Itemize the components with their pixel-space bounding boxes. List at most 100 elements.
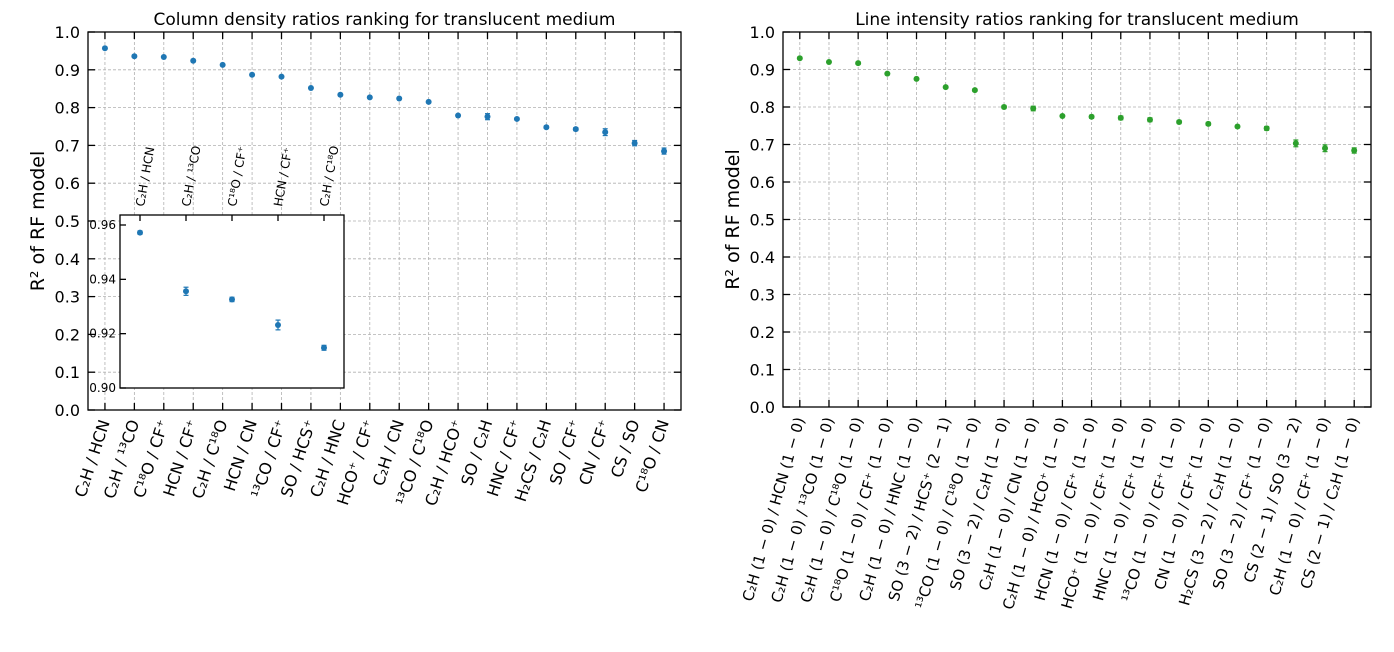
- data-point: [1176, 119, 1183, 125]
- data-point: [131, 53, 138, 60]
- y-tick-label: 0.7: [750, 136, 775, 155]
- data-point-group: [942, 84, 949, 91]
- inset-y-tick-label: 0.94: [89, 272, 116, 286]
- data-point-group: [971, 87, 978, 94]
- data-point-group: [855, 60, 862, 67]
- data-point: [913, 75, 920, 82]
- data-point: [513, 115, 520, 122]
- y-axis-label: R² of RF model: [27, 151, 49, 292]
- data-point: [337, 91, 344, 98]
- data-point: [796, 55, 803, 62]
- data-point: [543, 124, 550, 131]
- data-point-group: [1176, 119, 1183, 125]
- inset-x-tick-label: C₂H / ¹³CO: [179, 145, 203, 208]
- y-tick-label: 0.0: [55, 401, 80, 420]
- y-tick-label: 0.6: [750, 173, 775, 192]
- data-point: [275, 321, 281, 328]
- data-point: [602, 129, 609, 136]
- data-point: [425, 98, 432, 105]
- y-tick-label: 0.8: [55, 99, 80, 118]
- chart-title: Column density ratios ranking for transl…: [154, 10, 616, 30]
- data-point-group: [631, 139, 638, 147]
- data-point: [661, 148, 668, 155]
- data-point-group: [1205, 120, 1212, 127]
- y-tick-label: 0.7: [55, 136, 80, 155]
- chart-title: Line intensity ratios ranking for transl…: [855, 10, 1299, 30]
- y-tick-label: 0.1: [55, 363, 80, 382]
- y-tick-label: 0.8: [750, 98, 775, 117]
- y-tick-label: 0.9: [750, 61, 775, 80]
- data-point-group: [1001, 104, 1008, 110]
- data-point: [855, 60, 862, 67]
- inset-data-point-group: [321, 344, 327, 351]
- inset-x-tick-label: HCN / CF⁺: [271, 146, 295, 207]
- data-point-group: [219, 61, 226, 68]
- data-point-group: [131, 53, 138, 60]
- data-point: [307, 84, 314, 91]
- data-point: [1030, 105, 1037, 112]
- data-point: [825, 59, 832, 65]
- data-point: [366, 94, 373, 101]
- data-point: [1351, 147, 1358, 154]
- y-tick-label: 0.4: [55, 250, 80, 269]
- data-point-group: [1234, 123, 1241, 130]
- inset-x-tick-label: C₂H / HCN: [133, 146, 157, 208]
- inset-data-point-group: [275, 319, 281, 331]
- data-point-group: [307, 84, 314, 91]
- data-point: [1263, 125, 1270, 132]
- y-tick-label: 0.5: [750, 211, 775, 230]
- data-point: [884, 70, 891, 77]
- data-point: [321, 344, 327, 351]
- data-point: [1234, 123, 1241, 130]
- data-point: [455, 112, 462, 119]
- data-point: [160, 53, 167, 60]
- data-point: [190, 57, 197, 64]
- data-point-group: [884, 70, 891, 77]
- data-point-group: [160, 53, 167, 60]
- data-point: [183, 288, 189, 295]
- data-point: [971, 87, 978, 94]
- y-tick-label: 1.0: [750, 23, 775, 42]
- data-point: [396, 95, 403, 102]
- column-density-panel: 0.0 0.1 0.2 0.3 0.4 0.5 0.6 0.7 0.8 0.9 1.0 C₂H / H…: [27, 10, 682, 508]
- data-point: [631, 140, 638, 147]
- y-tick-label: 0.6: [55, 174, 80, 193]
- data-point-group: [572, 126, 579, 133]
- data-point-group: [396, 95, 403, 102]
- inset-y-tick-label: 0.92: [89, 327, 116, 341]
- data-point-group: [1059, 113, 1066, 119]
- data-point-group: [366, 94, 373, 101]
- plot-frame: [782, 31, 1372, 408]
- inset-x-tick-label: C₂H / C¹⁸O: [317, 145, 341, 208]
- data-point-group: [1292, 139, 1299, 148]
- inset-data-point-group: [137, 229, 143, 236]
- y-tick-label: 0.3: [750, 286, 775, 305]
- inset-data-point-group: [183, 286, 189, 296]
- y-tick-label: 0.5: [55, 212, 80, 231]
- data-point: [249, 71, 256, 78]
- y-tick-label: 0.3: [55, 288, 80, 307]
- data-point-group: [1322, 144, 1329, 153]
- data-point-group: [190, 57, 197, 64]
- data-point-group: [602, 128, 609, 137]
- data-point-group: [913, 75, 920, 82]
- data-point-group: [1146, 116, 1153, 123]
- data-point-group: [425, 98, 432, 105]
- data-point: [1059, 113, 1066, 119]
- inset-y-tick-label: 0.96: [89, 218, 116, 232]
- data-point-group: [278, 73, 285, 80]
- data-point: [572, 126, 579, 133]
- y-tick-label: 0.0: [750, 398, 775, 417]
- data-point-group: [455, 112, 462, 119]
- y-tick-label: 0.2: [55, 325, 80, 344]
- y-tick-label: 0.4: [750, 248, 775, 267]
- data-point-group: [1088, 113, 1095, 120]
- data-point-group: [101, 45, 108, 52]
- data-point-group: [1263, 125, 1270, 132]
- data-point: [137, 229, 143, 236]
- y-axis-label: R² of RF model: [722, 149, 744, 290]
- inset-x-tick-label: C¹⁸O / CF⁺: [225, 145, 249, 207]
- data-point: [101, 45, 108, 52]
- data-point-group: [513, 115, 520, 122]
